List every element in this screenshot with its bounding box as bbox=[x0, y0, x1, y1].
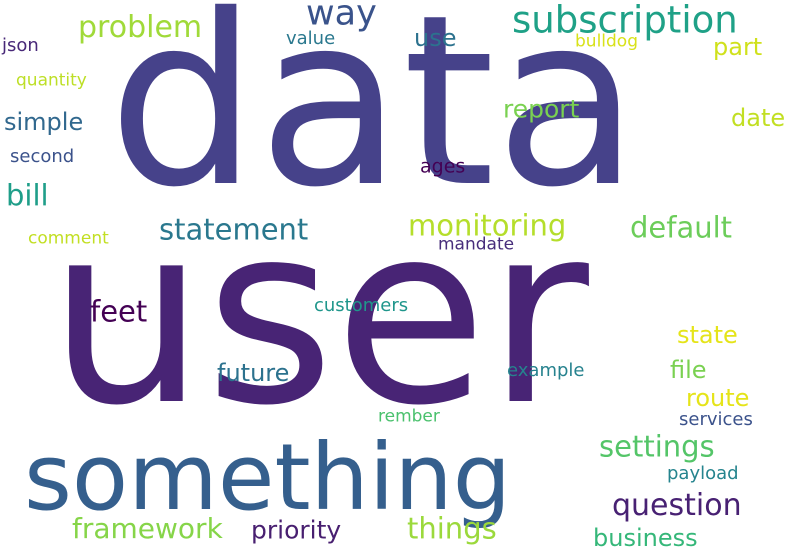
word-part: part bbox=[713, 33, 763, 61]
word-comment: comment bbox=[28, 228, 109, 249]
word-way: way bbox=[306, 0, 377, 34]
word-report: report bbox=[503, 94, 580, 124]
word-problem: problem bbox=[78, 10, 203, 45]
word-statement: statement bbox=[159, 212, 309, 247]
word-priority: priority bbox=[251, 515, 342, 545]
word-file: file bbox=[670, 356, 707, 384]
word-date: date bbox=[731, 104, 786, 132]
word-use: use bbox=[414, 24, 457, 52]
word-quantity: quantity bbox=[16, 70, 87, 91]
word-settings: settings bbox=[599, 429, 715, 464]
word-data: data bbox=[108, 0, 640, 239]
word-user: user bbox=[48, 172, 589, 460]
word-bulldog: bulldog bbox=[575, 31, 638, 52]
word-example: example bbox=[507, 360, 585, 381]
word-subscription: subscription bbox=[512, 0, 738, 42]
word-route: route bbox=[686, 384, 750, 412]
word-bill: bill bbox=[6, 178, 49, 213]
word-feet: feet bbox=[90, 294, 148, 329]
word-payload: payload bbox=[667, 463, 739, 484]
word-services: services bbox=[679, 409, 753, 430]
word-something: something bbox=[24, 424, 512, 531]
word-future: future bbox=[217, 359, 290, 387]
word-question: question bbox=[612, 488, 742, 523]
word-second: second bbox=[10, 146, 75, 167]
word-rember: rember bbox=[378, 406, 440, 427]
word-monitoring: monitoring bbox=[408, 208, 567, 243]
word-mandate: mandate bbox=[438, 234, 515, 255]
word-business: business bbox=[593, 524, 698, 552]
word-ages: ages bbox=[420, 155, 466, 178]
word-json: json bbox=[2, 35, 39, 56]
word-things: things bbox=[407, 511, 497, 546]
word-simple: simple bbox=[4, 108, 84, 136]
word-state: state bbox=[677, 321, 738, 349]
word-framework: framework bbox=[72, 512, 223, 545]
word-default: default bbox=[630, 210, 733, 245]
word-customers: customers bbox=[314, 295, 409, 316]
word-value: value bbox=[286, 28, 336, 49]
